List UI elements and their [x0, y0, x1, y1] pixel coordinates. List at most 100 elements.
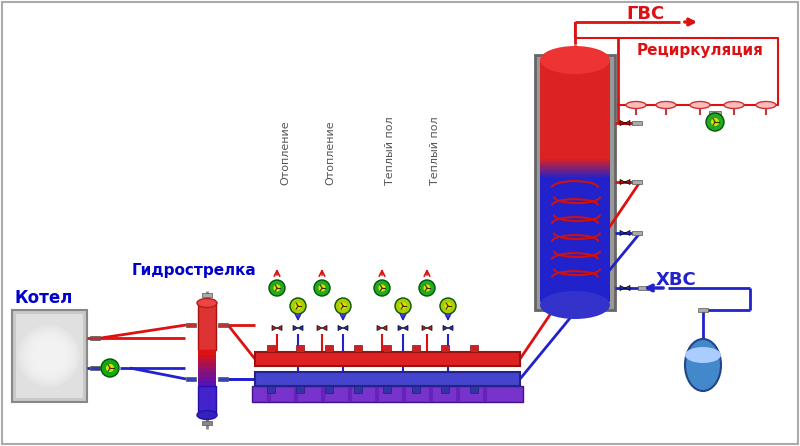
Polygon shape	[625, 179, 630, 185]
Bar	[441, 386, 449, 393]
Polygon shape	[403, 326, 408, 330]
Bar	[540, 175, 610, 177]
Bar	[198, 350, 216, 355]
Bar	[354, 386, 362, 393]
Polygon shape	[343, 326, 348, 330]
Circle shape	[314, 280, 330, 296]
Polygon shape	[620, 120, 625, 125]
Bar	[218, 323, 228, 327]
Bar	[383, 345, 391, 352]
Text: Гидрострелка: Гидрострелка	[132, 263, 257, 277]
Circle shape	[21, 327, 78, 384]
Bar	[198, 303, 216, 350]
Ellipse shape	[540, 291, 610, 319]
Text: Теплый пол: Теплый пол	[385, 116, 395, 185]
Bar	[198, 372, 216, 377]
Bar	[16, 314, 83, 398]
Bar	[12, 310, 87, 402]
Bar	[638, 286, 648, 290]
Circle shape	[318, 285, 326, 292]
Text: Котел: Котел	[14, 289, 72, 307]
Bar	[698, 308, 708, 312]
Circle shape	[34, 340, 65, 372]
Polygon shape	[382, 326, 387, 330]
Bar	[540, 167, 610, 302]
Bar	[198, 363, 216, 368]
Circle shape	[440, 298, 456, 314]
Polygon shape	[377, 326, 382, 330]
Bar	[383, 386, 391, 393]
Circle shape	[423, 285, 430, 292]
Bar	[202, 421, 212, 425]
Circle shape	[445, 302, 451, 310]
Polygon shape	[293, 326, 298, 330]
Bar	[535, 55, 615, 310]
Circle shape	[26, 333, 72, 379]
Bar	[470, 386, 478, 393]
Circle shape	[711, 118, 719, 126]
Bar	[198, 359, 216, 363]
Polygon shape	[272, 326, 277, 330]
Circle shape	[378, 285, 386, 292]
Circle shape	[101, 359, 119, 377]
Bar	[540, 173, 610, 175]
Bar	[296, 386, 304, 393]
Polygon shape	[620, 231, 625, 235]
Polygon shape	[427, 326, 432, 330]
Bar	[540, 60, 610, 167]
Bar	[252, 386, 523, 402]
Bar	[325, 386, 333, 393]
Bar	[412, 386, 420, 393]
Bar	[632, 180, 642, 184]
Text: Отопление: Отопление	[280, 120, 290, 185]
Polygon shape	[620, 285, 625, 290]
Bar	[412, 345, 420, 352]
Circle shape	[374, 280, 390, 296]
Circle shape	[38, 346, 59, 366]
Ellipse shape	[756, 102, 776, 108]
Circle shape	[36, 343, 62, 369]
Bar	[570, 47, 580, 51]
Ellipse shape	[685, 339, 721, 391]
Polygon shape	[317, 326, 322, 330]
Bar	[198, 355, 216, 359]
Text: ХВС: ХВС	[656, 271, 696, 289]
Bar	[198, 386, 216, 415]
Circle shape	[399, 302, 406, 310]
Polygon shape	[422, 326, 427, 330]
Bar	[90, 336, 100, 340]
Ellipse shape	[197, 410, 217, 420]
Circle shape	[23, 330, 75, 382]
Bar	[709, 111, 721, 116]
Bar	[296, 345, 304, 352]
Bar	[540, 159, 610, 161]
Bar	[540, 161, 610, 163]
Bar	[186, 323, 196, 327]
Text: ГВС: ГВС	[626, 5, 664, 23]
Bar	[470, 345, 478, 352]
Circle shape	[419, 280, 435, 296]
Bar	[186, 377, 196, 381]
Bar	[202, 293, 212, 297]
Circle shape	[335, 298, 351, 314]
Polygon shape	[398, 326, 403, 330]
Bar	[354, 345, 362, 352]
Polygon shape	[443, 326, 448, 330]
Ellipse shape	[724, 102, 744, 108]
Polygon shape	[298, 326, 303, 330]
Bar	[267, 345, 275, 352]
Bar	[267, 386, 275, 393]
Polygon shape	[625, 231, 630, 235]
Circle shape	[18, 325, 80, 387]
Bar	[632, 231, 642, 235]
Bar	[540, 157, 610, 159]
Bar	[255, 352, 520, 366]
Bar	[198, 368, 216, 372]
Circle shape	[274, 285, 281, 292]
Ellipse shape	[626, 102, 646, 108]
Text: Отопление: Отопление	[325, 120, 335, 185]
Bar	[540, 163, 610, 165]
Bar	[198, 381, 216, 386]
Bar	[540, 167, 610, 169]
Circle shape	[706, 113, 724, 131]
